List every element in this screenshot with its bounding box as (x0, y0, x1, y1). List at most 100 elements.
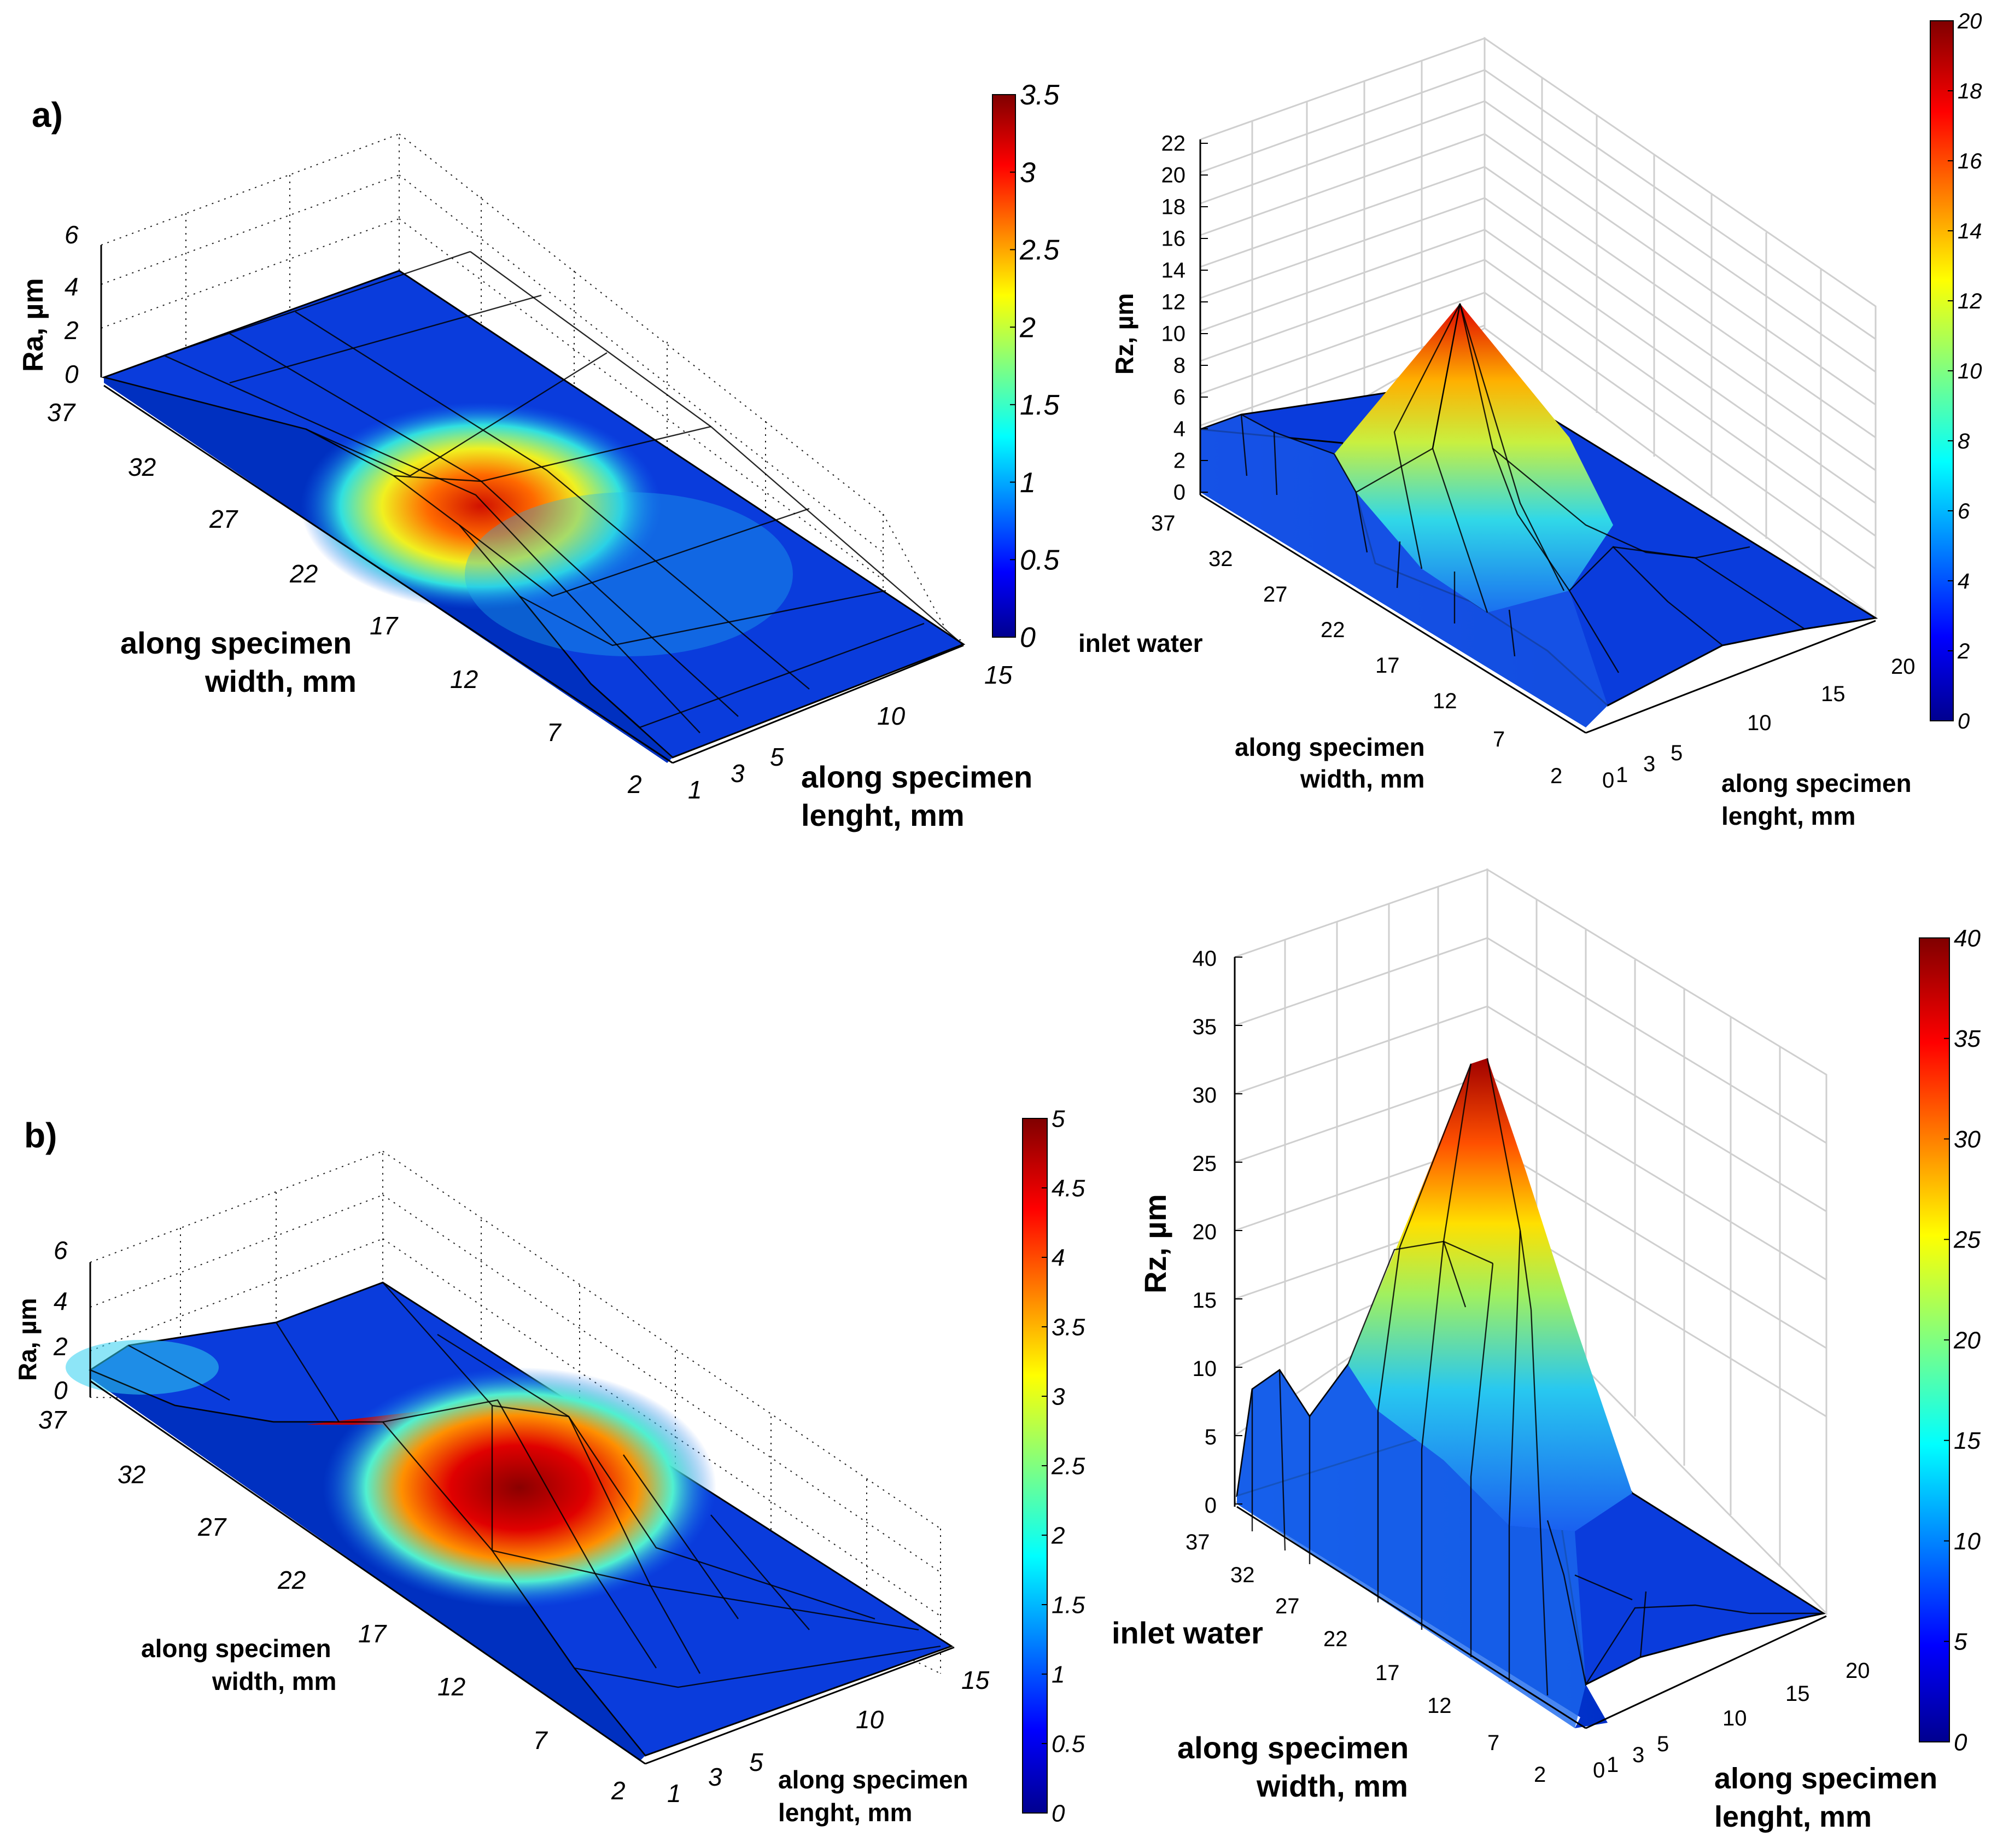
l-tick-b-rz: 5 (1657, 1732, 1669, 1756)
z-tick-b-ra: 2 (53, 1332, 68, 1361)
colorbar-a-rz: 0 2 4 6 8 10 12 14 16 18 20 (1930, 9, 1982, 733)
hotspot-b-ra (323, 1367, 716, 1608)
w-tick-a-rz: 17 (1375, 654, 1400, 678)
z-tick-label: 22 (1161, 131, 1186, 155)
length-axis-a-rz: 0 1 3 5 10 15 20 along specimen lenght, … (1585, 620, 1916, 830)
l-tick-a-ra: 15 (984, 661, 1013, 689)
length-axis-b-rz: 0 1 3 5 10 15 20 along specimen lenght, … (1585, 1615, 1937, 1833)
l-tick-b-ra: 15 (961, 1666, 990, 1694)
y-label-a-ra: along specimen (801, 760, 1032, 794)
x-label-b-ra-2: width, mm (212, 1667, 336, 1695)
z-tick-label: 2 (1173, 448, 1186, 473)
z-axis-a-ra: 6 4 2 0 Ra, µm (17, 220, 102, 388)
width-axis-b-ra: 37 32 27 22 17 12 7 2 along specimen wid… (38, 1380, 646, 1805)
w-tick-b-ra: 32 (118, 1460, 145, 1489)
colorbar-tick-label: 40 (1954, 925, 1981, 952)
w-tick-b-ra: 22 (277, 1566, 306, 1594)
cb-ticks-a-ra: 0 0.5 1 1.5 2 2.5 3 3.5 (1010, 79, 1060, 654)
colorbar-tick-label: 0 (1020, 622, 1036, 654)
l-tick-a-rz: 0 (1602, 768, 1614, 792)
l-tick-b-ra: 5 (749, 1748, 763, 1776)
colorbar-tick-label: 2.5 (1019, 235, 1060, 266)
l-tick-b-ra: 3 (708, 1763, 722, 1791)
z-tick-label: 10 (1193, 1357, 1217, 1381)
y-label-a-rz: along specimen (1721, 769, 1912, 797)
w-tick-a-ra: 17 (370, 611, 399, 640)
z-tick-label: 5 (1205, 1425, 1217, 1449)
chart-b-ra: 6 4 2 0 Ra, µm 37 32 27 22 17 12 7 2 alo… (13, 1105, 1085, 1827)
mesh-a-rz (1200, 303, 1805, 673)
colorbar-tick-label: 8 (1958, 429, 1970, 453)
colorbar-tick-label: 3 (1020, 157, 1036, 189)
colorbar-tick-label: 4 (1052, 1244, 1065, 1271)
w-tick-b-ra: 2 (611, 1776, 626, 1805)
colorbar-tick-label: 20 (1953, 1327, 1981, 1354)
l-tick-a-rz: 1 (1616, 763, 1628, 787)
l-tick-a-rz: 3 (1643, 752, 1655, 776)
shade-a-ra (465, 492, 793, 656)
z-tick-label: 0 (1205, 1494, 1217, 1518)
x-label-b-rz: along specimen (1177, 1730, 1409, 1765)
colorbar-b-rz: 0 5 10 15 20 25 30 35 40 (1919, 925, 1981, 1756)
shade-b-ra (66, 1340, 219, 1395)
z-tick-label: 4 (1173, 417, 1186, 441)
w-tick-b-rz: 17 (1375, 1661, 1400, 1685)
z-tick-label: 8 (1173, 353, 1186, 377)
w-tick-b-rz: 32 (1230, 1563, 1255, 1587)
w-tick-b-ra: 7 (533, 1726, 548, 1754)
w-tick-b-rz: 22 (1323, 1627, 1348, 1651)
z-axis-a-rz: 0 2 4 6 8 10 12 14 16 18 20 22 Rz, µm (1110, 131, 1208, 504)
mesh-b-ra (90, 1282, 941, 1756)
w-tick-a-ra: 7 (547, 718, 562, 747)
w-tick-a-rz: 2 (1550, 764, 1562, 788)
length-axis-a-ra: 1 3 5 10 15 along specimen lenght, mm (672, 644, 1032, 832)
colorbar-a-ra: 0 0.5 1 1.5 2 2.5 3 3.5 (992, 79, 1060, 654)
colorbar-tick-label: 3.5 (1020, 79, 1060, 111)
mesh-a-ra (103, 250, 963, 758)
l-tick-a-rz: 5 (1671, 741, 1683, 765)
z-tick-label: 30 (1193, 1083, 1217, 1107)
colorbar-tick-label: 0.5 (1020, 544, 1060, 576)
surface-b-rz-front (1237, 1365, 1586, 1728)
panel-a-label: a) (32, 95, 63, 135)
colorbar-tick-label: 4.5 (1052, 1175, 1085, 1202)
w-tick-a-rz: 32 (1208, 547, 1233, 571)
inlet-label-b: inlet water (1112, 1616, 1263, 1650)
w-tick-a-rz: 22 (1321, 618, 1345, 642)
w-tick-b-rz: 37 (1186, 1530, 1210, 1554)
l-tick-b-rz: 20 (1846, 1659, 1870, 1683)
z-tick-label: 10 (1161, 322, 1186, 346)
w-tick-b-ra: 37 (38, 1406, 67, 1434)
colorbar-tick-label: 25 (1953, 1227, 1981, 1254)
hotspot-a-ra (301, 402, 662, 610)
x-label-a-rz-2: width, mm (1300, 765, 1424, 793)
z-tick-b-ra: 6 (54, 1236, 68, 1264)
colorbar-tick-label: 6 (1958, 499, 1970, 523)
y-label-b-rz-2: lenght, mm (1714, 1800, 1872, 1833)
colorbar-tick-label: 30 (1954, 1126, 1981, 1153)
l-tick-a-ra: 3 (731, 759, 745, 788)
surface-a-rz-front (1200, 415, 1608, 727)
width-axis-a-ra: 37 32 27 22 17 12 7 2 along specimen wid… (47, 384, 673, 798)
z-tick-label: 0 (1173, 480, 1186, 504)
z-tick-label: 15 (1193, 1289, 1217, 1313)
colorbar-tick-label: 0 (1052, 1800, 1065, 1827)
x-label-a-rz: along specimen (1235, 733, 1425, 761)
colorbar-tick-label: 1.5 (1020, 389, 1060, 421)
x-label-b-rz-2: width, mm (1256, 1769, 1408, 1803)
l-tick-b-rz: 15 (1785, 1682, 1810, 1706)
colorbar-tick-label: 2 (1019, 312, 1036, 343)
z-tick-label: 16 (1161, 226, 1186, 250)
length-axis-b-ra: 1 3 5 10 15 along specimen lenght, mm (645, 1646, 990, 1827)
inlet-label-a: inlet water (1078, 629, 1203, 657)
y-label-b-ra: along specimen (778, 1765, 968, 1794)
colorbar-tick-label: 1 (1052, 1661, 1065, 1688)
l-tick-a-rz: 15 (1821, 682, 1846, 706)
x-label-a-ra-2: width, mm (205, 664, 357, 698)
colorbar-tick-label: 18 (1958, 79, 1982, 103)
w-tick-a-rz: 37 (1151, 511, 1176, 535)
colorbar-tick-label: 20 (1957, 9, 1982, 33)
w-tick-a-ra: 32 (128, 453, 156, 481)
